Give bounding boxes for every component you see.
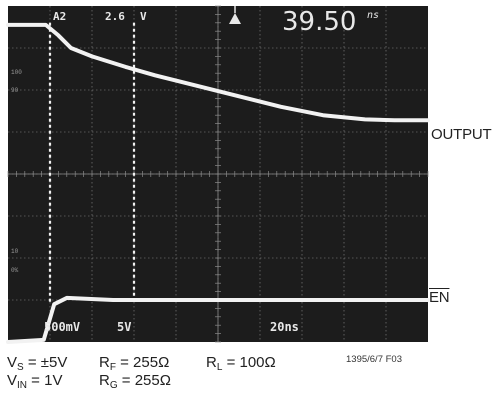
condition-rl: RL = 100Ω (206, 354, 276, 373)
trace-en (6, 295, 430, 344)
graticule-label-100: 100 (11, 69, 22, 76)
delta-time-readout: 39.50 (282, 7, 356, 37)
graticule-label-0: 0% (11, 267, 19, 274)
waveform-traces (6, 22, 430, 344)
graticule-label-90: 90 (11, 87, 19, 94)
delta-time-unit: ns (367, 10, 379, 21)
scope-readout-bottom: 500mV 5V 20ns (44, 320, 299, 334)
cursor-lines (48, 22, 136, 305)
enable-trace-label: EN (429, 289, 450, 306)
condition-rg: RG = 255Ω (99, 372, 171, 391)
output-trace-label: OUTPUT (431, 126, 492, 143)
trigger-unit-readout: V (140, 10, 147, 23)
condition-vs: VS = ±5V (7, 354, 68, 373)
scope-readout-top: A2 2.6 V 39.50 ns (53, 6, 379, 37)
ch2-scale-readout: 5V (117, 320, 131, 334)
figure-code: 1395/6/7 F03 (346, 354, 402, 365)
condition-vin: VIN = 1V (7, 372, 63, 391)
condition-rf: RF = 255Ω (99, 354, 170, 373)
time-scale-readout: 20ns (270, 320, 299, 334)
delta-icon (229, 6, 241, 24)
ch1-scale-readout: 500mV (44, 320, 80, 334)
trigger-level-readout: 2.6 (105, 10, 125, 23)
channel-readout: A2 (53, 10, 66, 23)
graticule-labels: 100 90 10 0% (11, 69, 22, 274)
graticule-label-10: 10 (11, 248, 19, 255)
trace-output (6, 22, 430, 123)
